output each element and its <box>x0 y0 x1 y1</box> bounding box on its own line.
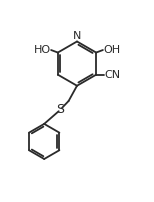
Text: CN: CN <box>104 70 120 80</box>
Text: N: N <box>73 31 81 41</box>
Text: OH: OH <box>103 45 120 55</box>
Text: S: S <box>56 103 64 116</box>
Text: HO: HO <box>34 45 51 55</box>
